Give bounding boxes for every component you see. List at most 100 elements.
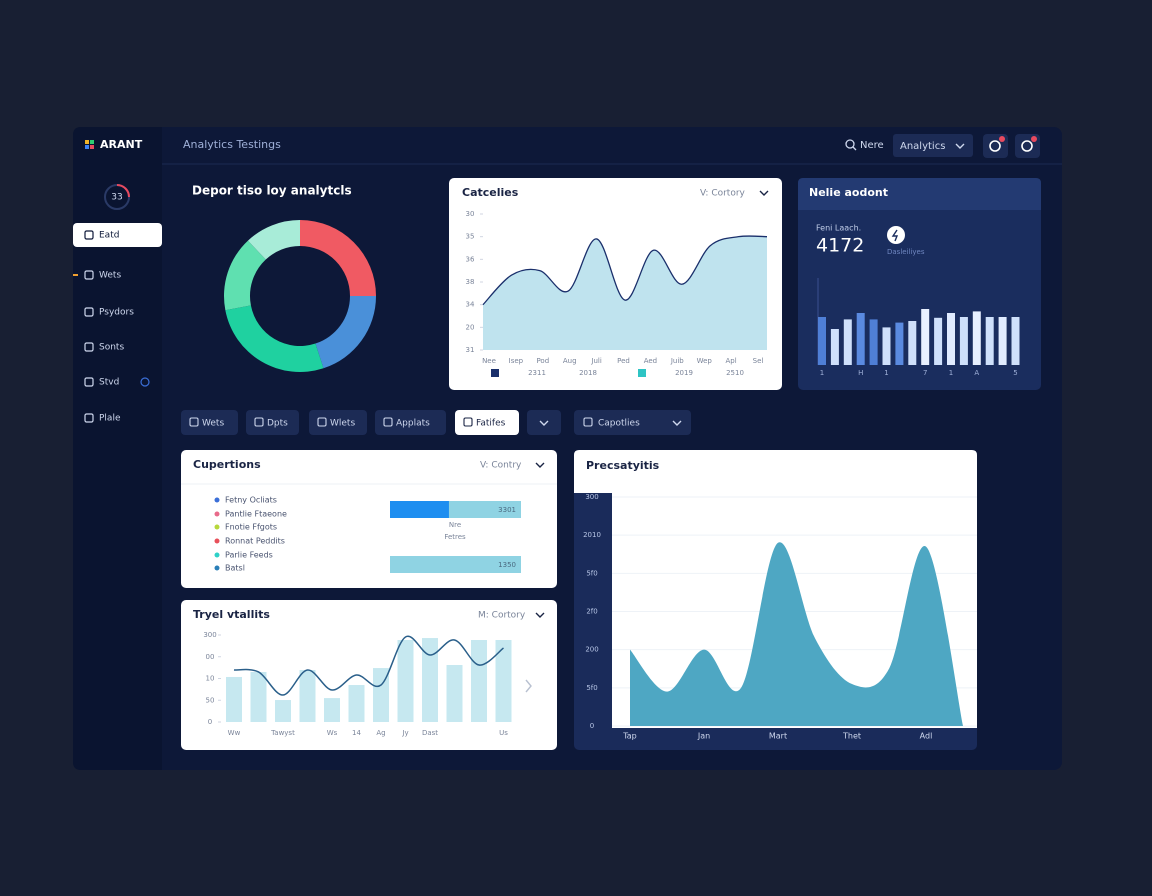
x-tick-label: 5 — [1013, 369, 1017, 377]
progress-label: 1350 — [498, 561, 516, 569]
y-tick-label: 5f0 — [586, 684, 597, 692]
bar — [226, 676, 242, 722]
select-label: Capotlies — [598, 419, 640, 429]
progress-fill — [390, 556, 521, 573]
bar — [818, 317, 826, 365]
nav-icon — [84, 377, 94, 387]
nav-item[interactable]: Psydors — [99, 308, 134, 318]
analytics-dropdown[interactable] — [893, 134, 973, 157]
bar — [348, 685, 365, 722]
x-tick-label: Nee — [482, 357, 496, 365]
bar — [908, 321, 917, 365]
next-arrow[interactable] — [525, 679, 532, 693]
x-tick-label: Jy — [401, 729, 408, 737]
legend-label: Fnotie Ffgots — [225, 523, 277, 532]
y-tick-label: 20 — [466, 323, 475, 331]
nav-icon — [84, 413, 94, 423]
tab-icon — [463, 417, 473, 427]
select[interactable] — [574, 410, 691, 435]
tab[interactable] — [246, 410, 299, 435]
x-tick-label: Dast — [422, 729, 438, 737]
brand-icon — [85, 140, 89, 144]
tab-label: Applats — [396, 419, 430, 429]
legend-dot — [214, 511, 220, 517]
card-filter[interactable]: V: Contry — [480, 461, 522, 471]
nav-item[interactable]: Wets — [99, 271, 121, 281]
bar — [856, 313, 865, 365]
notification-dot — [999, 136, 1005, 142]
tab-more[interactable] — [527, 410, 561, 435]
page-title: Analytics Testings — [183, 138, 281, 151]
bar — [250, 671, 267, 722]
bar — [921, 309, 930, 365]
x-tick-label: Tawyst — [270, 729, 295, 737]
legend-label: Batsl — [225, 564, 245, 573]
nav-dot — [140, 377, 150, 387]
y-tick-label: 5f0 — [586, 569, 597, 577]
avatar-badge: 33 — [111, 193, 122, 203]
legend-dot — [214, 538, 220, 544]
nav-item[interactable]: Sonts — [99, 343, 124, 353]
nav-item[interactable]: Plale — [99, 414, 121, 424]
tab[interactable] — [375, 410, 446, 435]
tab-label: Fatifes — [476, 419, 506, 429]
bar — [373, 668, 389, 722]
bar — [275, 700, 291, 722]
legend-swatch — [638, 369, 646, 377]
brand-icon — [90, 140, 94, 144]
x-tick-label: Ag — [376, 729, 385, 737]
x-tick-label: H — [858, 369, 863, 377]
bar — [959, 317, 968, 365]
x-tick-label: Thet — [842, 732, 861, 741]
chevron-icon — [539, 420, 549, 426]
bar — [882, 327, 891, 365]
chart-filter[interactable]: V: Cortory — [700, 189, 746, 199]
nav-active-bg[interactable] — [73, 223, 162, 247]
legend-label: 2510 — [726, 369, 744, 377]
tab-label: Dpts — [267, 419, 288, 429]
legend-label: Fetny Ocliats — [225, 496, 277, 505]
y-tick-label: 300 — [585, 493, 598, 501]
tab-icon — [254, 417, 264, 427]
x-tick-label: Mart — [769, 732, 787, 741]
y-tick-label: 36 — [466, 255, 475, 263]
search-label: Nere — [860, 140, 884, 151]
tab[interactable] — [309, 410, 367, 435]
bar — [324, 698, 340, 722]
chart-title: Tryel vtallits — [193, 608, 270, 621]
bar — [998, 317, 1007, 365]
tab[interactable] — [455, 410, 519, 435]
x-tick-label: Aug — [563, 357, 577, 365]
bar — [895, 322, 904, 365]
y-tick-label: 38 — [466, 278, 475, 286]
legend-swatch — [491, 369, 499, 377]
x-tick-label: 1 — [820, 369, 824, 377]
nav-icon — [84, 230, 94, 240]
chart-title: Nelie aodont — [809, 186, 888, 199]
progress-fill — [390, 501, 449, 518]
x-tick-label: Juli — [590, 357, 601, 365]
notification-dot — [1031, 136, 1037, 142]
tab[interactable] — [181, 410, 238, 435]
x-tick-label: Tap — [622, 732, 637, 741]
x-tick-label: A — [974, 369, 979, 377]
bar — [843, 319, 852, 365]
donut-segment — [224, 240, 266, 311]
chart-title: Depor tiso loy analytcls — [192, 184, 352, 198]
chevron-icon — [535, 462, 545, 468]
legend-label: Parlie Feeds — [225, 551, 273, 560]
legend-label: 2019 — [675, 369, 693, 377]
nav-item[interactable]: Eatd — [99, 231, 119, 241]
x-tick-label: Adl — [920, 732, 933, 741]
chart-filter[interactable]: M: Cortory — [478, 611, 526, 621]
y-tick-label: 200 — [585, 646, 598, 654]
nav-item[interactable]: Stvd — [99, 378, 119, 388]
progress-label: 3301 — [498, 506, 516, 514]
progress-note: Fetres — [444, 533, 466, 541]
bar — [471, 640, 487, 722]
legend-dot — [214, 497, 220, 503]
icon-glyph — [1021, 140, 1033, 152]
chart-title: Catcelies — [462, 186, 519, 199]
